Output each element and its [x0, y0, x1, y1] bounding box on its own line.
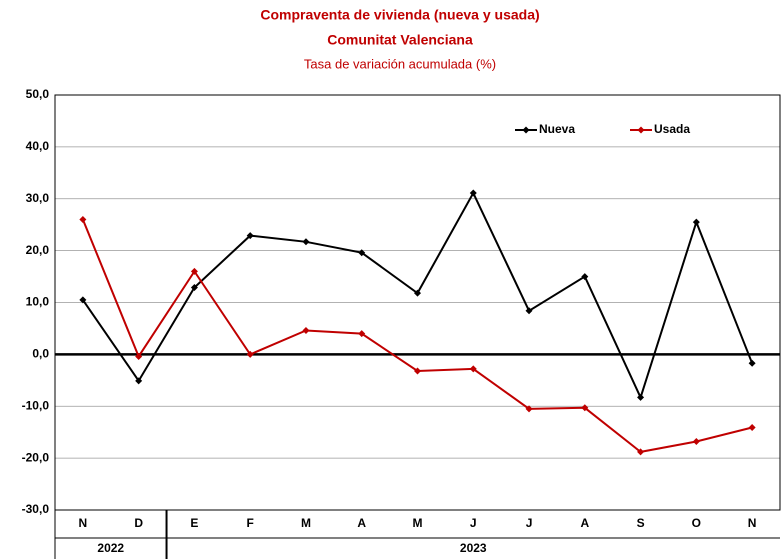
point [469, 365, 477, 373]
y-tick-label: 20,0 [26, 243, 50, 257]
x-tick-label: A [357, 516, 366, 530]
point [302, 238, 310, 246]
point [637, 448, 645, 456]
chart-subtitle: Comunitat Valenciana [327, 32, 473, 48]
point [79, 296, 87, 304]
point [637, 393, 645, 401]
point [135, 352, 143, 360]
y-axis-label: Tasa de variación acumulada (%) [304, 56, 496, 71]
point [525, 405, 533, 413]
x-tick-label: S [637, 516, 645, 530]
year-label: 2023 [460, 541, 487, 555]
point [581, 404, 589, 412]
y-tick-label: 50,0 [26, 87, 50, 101]
point [135, 377, 143, 385]
y-tick-label: -30,0 [22, 502, 50, 516]
x-tick-label: E [190, 516, 198, 530]
x-tick-label: O [692, 516, 701, 530]
year-label: 2022 [97, 541, 124, 555]
point [525, 307, 533, 315]
x-tick-label: N [79, 516, 88, 530]
point [414, 367, 421, 375]
y-tick-label: 10,0 [26, 295, 50, 309]
point [581, 273, 589, 281]
x-tick-label: J [470, 516, 477, 530]
y-tick-label: 40,0 [26, 139, 50, 153]
y-tick-label: -20,0 [22, 450, 50, 464]
x-tick-label: A [580, 516, 589, 530]
point [358, 249, 366, 257]
y-tick-label: 0,0 [32, 347, 49, 361]
point [79, 216, 87, 223]
point [748, 424, 756, 432]
point [692, 218, 700, 226]
legend-marker [637, 126, 645, 134]
x-tick-label: M [301, 516, 311, 530]
point [748, 359, 756, 367]
x-tick-label: J [526, 516, 533, 530]
point [246, 350, 254, 358]
plot-frame [54, 94, 781, 511]
legend-marker [522, 126, 530, 134]
x-tick-label: N [748, 516, 757, 530]
point [190, 267, 198, 275]
legend-label: Nueva [539, 122, 575, 136]
legend-label: Usada [654, 122, 690, 136]
y-tick-label: -10,0 [22, 398, 50, 412]
x-tick-label: F [247, 516, 254, 530]
x-tick-label: M [413, 516, 423, 530]
point [302, 327, 310, 335]
point [692, 438, 700, 446]
point [414, 289, 421, 297]
x-tick-label: D [134, 516, 143, 530]
point [246, 232, 254, 240]
y-tick-label: 30,0 [26, 191, 50, 205]
point [358, 330, 366, 338]
series-line [81, 219, 753, 453]
point [469, 189, 477, 197]
chart-title: Compraventa de vivienda (nueva y usada) [260, 7, 539, 23]
point [190, 283, 198, 291]
